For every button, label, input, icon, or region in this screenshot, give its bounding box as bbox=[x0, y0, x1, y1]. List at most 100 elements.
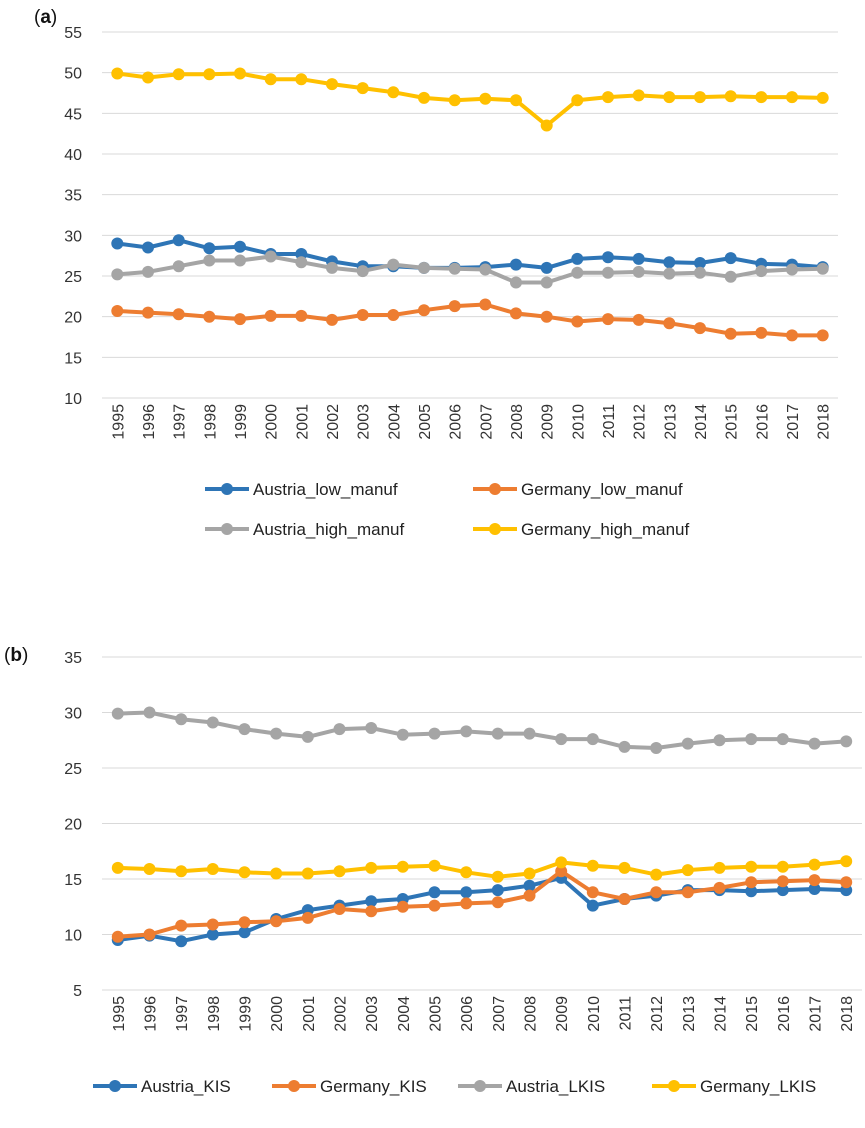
panel-b-series-3-point bbox=[396, 860, 409, 873]
panel-b-series-0-point bbox=[745, 885, 758, 898]
panel-b-series-line-0 bbox=[115, 875, 849, 944]
panel-a-series-3-point bbox=[632, 89, 645, 102]
panel-a-y-tick-label: 35 bbox=[64, 188, 82, 205]
panel-b-series-1-point bbox=[238, 916, 251, 929]
panel-a-series-3-point bbox=[663, 91, 676, 104]
panel-a-series-0-point bbox=[295, 248, 308, 260]
panel-b-x-tick-label: 2015 bbox=[744, 996, 761, 1032]
panel-b-x-tick-label: 2018 bbox=[839, 996, 856, 1032]
panel-b-series-3-point bbox=[460, 866, 473, 879]
panel-a-series-1-point bbox=[663, 317, 676, 330]
panel-a-series-1-point bbox=[387, 309, 400, 321]
panel-a-series-1-point bbox=[632, 313, 645, 326]
panel-b-x-tick-label: 2013 bbox=[681, 996, 698, 1032]
panel-b-x-tick-label: 2014 bbox=[713, 996, 730, 1032]
panel-a-series-3-point bbox=[326, 78, 338, 91]
panel-b-series-3-point bbox=[650, 868, 663, 881]
panel-b-series-0-point bbox=[175, 935, 188, 948]
legend-label-a-3: Germany_high_manuf bbox=[521, 520, 689, 539]
panel-a-x-tick-label: 2010 bbox=[570, 404, 587, 440]
panel-b-y-tick-label: 25 bbox=[64, 761, 82, 778]
panel-b-series-2-point bbox=[270, 727, 283, 740]
panel-b-y-tick-label: 10 bbox=[64, 928, 82, 945]
panel-a-series-1-point bbox=[694, 322, 706, 335]
panel-a-y-tick-label: 10 bbox=[64, 391, 82, 408]
panel-b-series-line-2 bbox=[115, 710, 849, 750]
panel-b-x-tick-label: 2010 bbox=[586, 996, 603, 1032]
panel-b-series-1-point bbox=[333, 903, 346, 915]
panel-a-x-tick-label: 2015 bbox=[724, 404, 741, 440]
panel-a-x-tick-label: 2016 bbox=[754, 404, 771, 440]
panel-a-series-2-point bbox=[816, 262, 829, 275]
panel-a-series-2-point bbox=[724, 270, 737, 283]
panel-b-series-3-point bbox=[840, 855, 853, 868]
panel-a-series-3-point bbox=[755, 91, 768, 104]
panel-b-series-3-point bbox=[428, 859, 441, 872]
panel-a-x-tick-label: 2011 bbox=[601, 404, 618, 439]
panel-b-series-1-point bbox=[301, 911, 314, 924]
panel-a-series-2-point bbox=[479, 263, 492, 276]
panel-b-series-1-point bbox=[270, 915, 283, 928]
panel-b-series-0-point bbox=[776, 884, 789, 897]
panel-b-series-3-point bbox=[713, 861, 726, 874]
panel-b-series-3-point bbox=[333, 865, 346, 878]
panel-a-series-3-point bbox=[602, 91, 614, 104]
panel-b-x-tick-label: 2008 bbox=[523, 996, 540, 1032]
legend-marker-a-3 bbox=[489, 523, 501, 535]
panel-b-series-3-point bbox=[206, 863, 219, 875]
panel-a-series-2-point bbox=[786, 263, 798, 276]
panel-a-series-1-point bbox=[755, 326, 768, 339]
panel-b-series-0-point bbox=[365, 895, 378, 908]
panel-a-series-0-point bbox=[203, 242, 216, 255]
panel-a-series-2-point bbox=[755, 265, 768, 278]
panel-a-series-1-point bbox=[786, 329, 798, 342]
panel-b-x-tick-label: 1999 bbox=[238, 996, 255, 1032]
panel-b-series-2-point bbox=[586, 733, 599, 746]
panel-b-x-tick-label: 2000 bbox=[269, 996, 286, 1032]
panel-b-series-2-point bbox=[143, 706, 156, 719]
panel-a-x-tick-label: 2000 bbox=[264, 404, 281, 440]
panel-a-series-2-point bbox=[111, 268, 124, 281]
panel-b-series-3-point bbox=[745, 860, 758, 873]
panel-a-y-tick-label: 15 bbox=[64, 350, 82, 367]
panel-a-series-3-point bbox=[142, 71, 154, 84]
panel-b-series-3-point bbox=[808, 858, 821, 871]
panel-a-x-tick-label: 2003 bbox=[356, 404, 373, 440]
panel-a-series-3-point bbox=[510, 94, 522, 107]
panel-a-series-3-point bbox=[786, 91, 798, 104]
panel-a-series-3-point bbox=[295, 73, 308, 86]
panel-b-series-3-point bbox=[618, 861, 631, 874]
panel-b-series-1-point bbox=[840, 876, 853, 889]
panel-a-series-2-point bbox=[663, 267, 676, 280]
panel-a-x-tick-label: 2004 bbox=[386, 404, 403, 440]
panel-b-y-tick-label: 15 bbox=[64, 872, 82, 889]
panel-b-series-1-point bbox=[586, 886, 599, 899]
panel-b-x-tick-label: 2017 bbox=[808, 996, 825, 1032]
panel-a-series-1-point bbox=[571, 315, 584, 328]
panel-b-series-2-point bbox=[776, 733, 789, 746]
panel-a-series-3-point bbox=[264, 73, 277, 86]
panel-a-series-3-point bbox=[479, 92, 492, 105]
panel-b-series-2-point bbox=[238, 723, 251, 736]
panel-a-series-1-point bbox=[418, 304, 430, 317]
panel-b-series-3-point bbox=[143, 863, 156, 875]
panel-b-series-2-point bbox=[491, 727, 504, 740]
panel-b-series-3-point bbox=[523, 867, 536, 880]
panel-a-series-1-point bbox=[479, 298, 492, 311]
panel-a-series-3-point bbox=[418, 91, 430, 104]
panel-a-x-tick-label: 2013 bbox=[662, 404, 679, 440]
panel-b-series-1-point bbox=[365, 905, 378, 918]
panel-a-series-2-point bbox=[510, 276, 522, 289]
panel-a-series-1-point bbox=[234, 313, 246, 326]
panel-b-series-3-point bbox=[175, 865, 188, 878]
panel-b-series-2-point bbox=[523, 727, 536, 740]
panel-a-series-3-point bbox=[540, 119, 553, 132]
panel-b-series-1-point bbox=[745, 876, 758, 889]
panel-b-series-1-point bbox=[428, 899, 441, 912]
panel-a-series-2-point bbox=[356, 265, 369, 278]
panel-a-x-tick-label: 1998 bbox=[202, 404, 219, 440]
panel-b-series-2-point bbox=[460, 725, 473, 738]
panel-a-series-3-point bbox=[172, 68, 185, 81]
panel-a-series-3-point bbox=[724, 90, 737, 103]
